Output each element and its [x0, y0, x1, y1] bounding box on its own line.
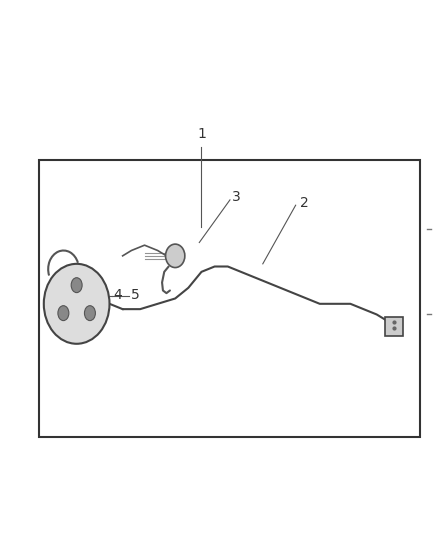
Circle shape: [44, 264, 110, 344]
Ellipse shape: [58, 306, 69, 321]
Ellipse shape: [71, 278, 82, 293]
Text: 5: 5: [131, 288, 139, 302]
Ellipse shape: [85, 306, 95, 321]
Text: 3: 3: [232, 190, 241, 204]
Text: 2: 2: [300, 196, 309, 209]
Text: 4: 4: [113, 288, 122, 302]
Bar: [39, 160, 420, 437]
Circle shape: [166, 244, 185, 268]
Bar: [385, 317, 403, 336]
Text: 1: 1: [197, 127, 206, 141]
